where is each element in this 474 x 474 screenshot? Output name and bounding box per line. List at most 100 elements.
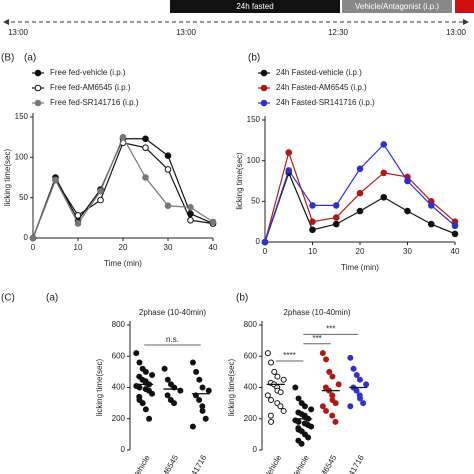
data-point (196, 376, 203, 383)
data-point (308, 423, 315, 430)
x-tick-label: 20 (119, 243, 128, 252)
x-tick-label: 0 (263, 247, 268, 256)
y-tick-label: 150 (15, 112, 29, 121)
data-point (329, 412, 336, 419)
data-point (196, 397, 203, 403)
legend-label: Free fed-vehicle (i.p.) (50, 68, 126, 77)
legend-label: 24h Fasted-SR141716 (i.p.) (276, 98, 375, 107)
data-point (332, 202, 340, 209)
series-line (264, 171, 456, 243)
data-point (164, 376, 171, 383)
legend-label: 24h Fasted-vehicle (i.p.) (276, 68, 362, 77)
data-point (347, 403, 354, 410)
data-point (298, 440, 305, 447)
timeline-label: 24h fasted (236, 2, 273, 11)
data-point (319, 350, 326, 357)
legend-marker (34, 84, 42, 92)
data-point (427, 220, 435, 228)
y-tick-label: 50 (251, 196, 260, 205)
panel-label: (B) (1, 53, 14, 64)
data-point (74, 220, 82, 227)
data-point (326, 368, 333, 375)
data-point (74, 212, 82, 219)
data-point (353, 372, 360, 378)
y-tick-label: 800 (244, 320, 258, 329)
y-tick-label: 100 (247, 156, 261, 165)
data-point (97, 196, 104, 204)
data-point (380, 193, 388, 201)
chart-title: 2phase (10-40min) (139, 308, 206, 317)
y-tick-label: 100 (15, 152, 29, 161)
data-point (350, 365, 357, 372)
data-point (164, 202, 172, 210)
data-point (356, 189, 364, 197)
data-point (202, 415, 209, 422)
data-point (199, 407, 206, 414)
legend-marker (34, 69, 42, 77)
x-axis-label: Time (min) (104, 259, 142, 268)
legend-label: 24h Fasted-AM6545 (i.p.) (276, 83, 367, 92)
y-tick-label: 200 (112, 414, 126, 423)
data-point (404, 207, 411, 215)
x-tick-label: 10 (74, 243, 83, 252)
data-point (161, 365, 168, 372)
data-point (187, 204, 194, 211)
data-point (332, 220, 340, 228)
y-axis-label: licking time(sec) (227, 358, 236, 416)
x-tick-label: SR141716 (339, 453, 366, 474)
significance-label: **** (283, 351, 295, 360)
data-point (171, 400, 177, 407)
y-tick-label: 600 (112, 351, 126, 360)
data-point (133, 350, 140, 357)
legend-marker (260, 69, 268, 77)
x-tick-label: 0 (31, 243, 36, 252)
data-point (97, 187, 104, 195)
data-point (271, 368, 278, 375)
panel-label: (a) (46, 293, 58, 304)
data-point (277, 389, 284, 396)
data-point (332, 418, 339, 425)
data-point (295, 395, 302, 402)
data-point (285, 167, 293, 174)
y-tick-label: 0 (253, 445, 258, 454)
data-point (295, 418, 302, 425)
x-tick-label: Vehicle (263, 453, 284, 474)
data-point (164, 392, 171, 399)
data-point (264, 392, 271, 399)
data-point (332, 214, 340, 221)
x-tick-label: Vehicle (290, 453, 311, 474)
y-axis-label: licking time(sec) (3, 148, 12, 206)
data-point (142, 135, 149, 143)
x-tick-label: 20 (356, 247, 365, 256)
data-point (164, 166, 172, 173)
timeline-label: Vehicle/Antagonist (i.p.) (355, 2, 439, 11)
x-tick-label: 40 (209, 243, 218, 252)
panel-label: (a) (24, 53, 36, 64)
treatment-bar (342, 0, 452, 13)
data-point (52, 176, 59, 184)
data-point (323, 356, 330, 363)
data-point (139, 400, 146, 407)
y-tick-label: 150 (247, 115, 261, 124)
data-point (292, 384, 299, 391)
time-label: 13:00 (446, 28, 467, 37)
legend-marker (260, 99, 268, 107)
x-tick-label: SR141716 (182, 453, 209, 474)
data-point (193, 368, 200, 375)
chart-title: 2phase (10-40min) (283, 308, 350, 317)
data-point (264, 350, 271, 357)
data-point (309, 202, 316, 209)
data-point (187, 216, 194, 224)
fasted-bar (170, 0, 340, 13)
y-tick-label: 0 (256, 237, 261, 246)
panel-label: (b) (248, 53, 260, 64)
test-bar (455, 0, 474, 13)
data-point (199, 384, 206, 391)
data-point (332, 400, 339, 407)
data-point (142, 368, 149, 375)
data-point (280, 407, 287, 414)
legend-label: Free fed-AM6545 (i.p.) (50, 83, 131, 92)
data-point (308, 406, 315, 413)
x-tick-label: 30 (164, 243, 173, 252)
